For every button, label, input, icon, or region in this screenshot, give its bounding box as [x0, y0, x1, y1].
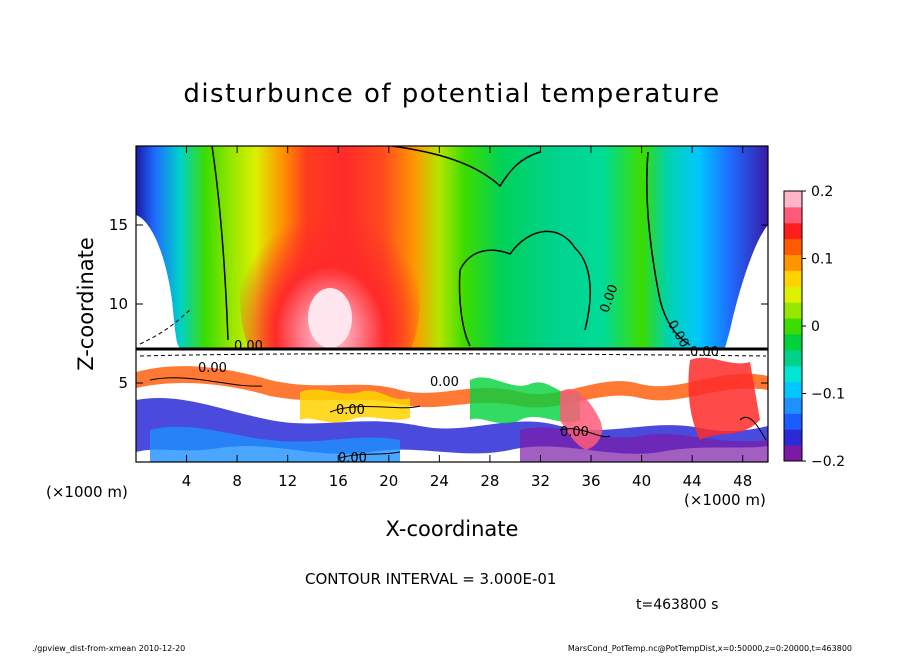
edge-right	[725, 225, 768, 348]
x-tick-label: 48	[733, 472, 752, 490]
contour-label: 0.00	[198, 361, 227, 376]
colorbar-tick-label: 0.1	[811, 252, 833, 268]
colorbar-tick-label: −0.1	[811, 387, 845, 403]
colorbar-block	[784, 238, 802, 256]
x-tick-label: 16	[329, 472, 348, 490]
warm-core-peak	[308, 288, 352, 348]
y-axis-label: Z-coordinate	[74, 237, 98, 371]
y-axis-ticks: 5 10 15	[109, 216, 768, 392]
x-axis-ticks: 4 8 12 16 20 24 28 32 36 40 44 48	[182, 146, 752, 490]
x-tick-label: 20	[379, 472, 398, 490]
colorbar-block	[784, 381, 802, 398]
contour-label: 0.00	[690, 345, 719, 360]
colorbar-block	[784, 397, 802, 414]
x-tick-label: 8	[232, 472, 242, 490]
x-tick-label: 4	[182, 472, 192, 490]
colorbar-ticks: −0.2 −0.1 0 0.1 0.2	[802, 184, 845, 470]
colorbar-block	[784, 286, 802, 303]
y-tick-label: 5	[118, 374, 128, 392]
time-label: t=463800 s	[636, 597, 718, 613]
colorbar-block	[784, 254, 802, 271]
edge-left	[136, 215, 180, 348]
colorbar-block	[784, 445, 802, 462]
x-tick-label: 44	[683, 472, 702, 490]
colorbar-tick-label: 0	[811, 319, 820, 335]
colorbar-block	[784, 206, 802, 224]
colorbar-block	[784, 318, 802, 335]
colorbar-block	[784, 365, 802, 383]
x-tick-label: 12	[278, 472, 297, 490]
footer-left: ./gpview_dist-from-xmean 2010-12-20	[32, 644, 185, 653]
contour-label: 0.00	[336, 403, 365, 418]
colorbar-block	[784, 302, 802, 319]
colorbar-block	[784, 270, 802, 287]
y-tick-label: 15	[109, 216, 128, 234]
x-unit-right: (×1000 m)	[684, 491, 766, 509]
colorbar-tick-label: 0.2	[811, 184, 833, 200]
plot-area	[136, 146, 768, 462]
contour-label: 0.00	[560, 425, 589, 440]
y-tick-label: 10	[109, 295, 128, 313]
x-axis-label: X-coordinate	[386, 517, 519, 541]
colorbar	[783, 190, 803, 462]
x-unit-left: (×1000 m)	[46, 483, 128, 501]
x-tick-label: 28	[480, 472, 499, 490]
colorbar-block	[784, 429, 802, 446]
x-tick-label: 24	[430, 472, 449, 490]
x-tick-label: 32	[531, 472, 550, 490]
colorbar-block	[784, 222, 802, 240]
colorbar-block	[784, 413, 802, 430]
contour-label: 0.00	[234, 339, 263, 354]
contour-interval-text: CONTOUR INTERVAL = 3.000E-01	[305, 570, 556, 588]
contour-label: 0.00	[430, 375, 459, 390]
contour-label: 0.00	[338, 451, 367, 466]
colorbar-block	[784, 349, 802, 367]
x-tick-label: 40	[632, 472, 651, 490]
contour-labels: 0.00 0.00 0.00 0.00 0.00 0.00 0.00 0.00 …	[198, 283, 719, 466]
colorbar-block	[784, 333, 802, 351]
colorbar-tick-label: −0.2	[811, 454, 845, 470]
colorbar-block	[784, 191, 802, 208]
chart-title: disturbunce of potential temperature	[183, 79, 720, 109]
footer-right: MarsCond_PotTemp.nc@PotTempDist,x=0:5000…	[568, 644, 852, 653]
x-tick-label: 36	[581, 472, 600, 490]
